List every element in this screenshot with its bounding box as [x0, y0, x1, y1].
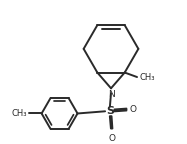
Text: O: O	[108, 134, 115, 143]
Text: N: N	[108, 90, 114, 99]
Text: S: S	[106, 106, 114, 116]
Text: CH₃: CH₃	[12, 109, 27, 118]
Text: O: O	[130, 105, 137, 114]
Text: CH₃: CH₃	[140, 73, 155, 82]
